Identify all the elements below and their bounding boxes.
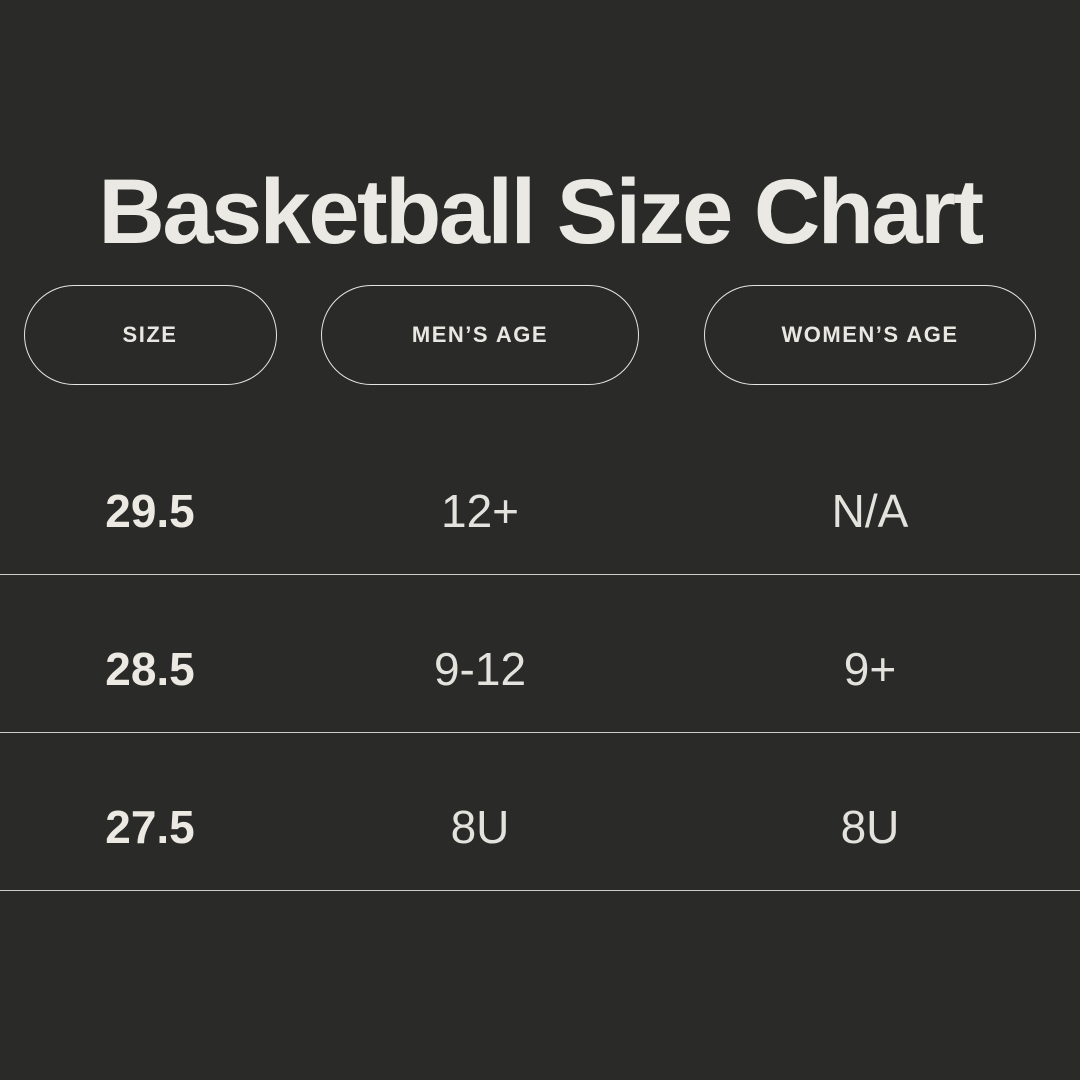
cell-womens-age: 9+ bbox=[843, 642, 897, 695]
table-row: 28.5 9-12 9+ bbox=[0, 575, 1080, 733]
cell-size: 27.5 bbox=[105, 800, 195, 853]
table-row: 27.5 8U 8U bbox=[0, 733, 1080, 891]
cell-mens-age: 12+ bbox=[440, 484, 520, 537]
cell-size: 29.5 bbox=[105, 484, 195, 537]
column-header-label-mens-age: MEN’S AGE bbox=[411, 322, 549, 347]
column-header-label-size: SIZE bbox=[122, 322, 178, 347]
cell-womens-age: N/A bbox=[831, 484, 909, 537]
cell-mens-age: 9-12 bbox=[433, 642, 527, 695]
table-header: SIZE MEN’S AGE WOMEN’S AGE bbox=[0, 285, 1080, 385]
table-row: 29.5 12+ N/A bbox=[0, 417, 1080, 575]
cell-mens-age: 8U bbox=[450, 800, 510, 853]
column-header-pill-size: SIZE bbox=[23, 285, 277, 385]
column-header-pill-mens-age: MEN’S AGE bbox=[321, 285, 639, 385]
column-header-label-womens-age: WOMEN’S AGE bbox=[781, 322, 959, 347]
table-body: 29.5 12+ N/A 28.5 9-12 9+ 27.5 8U 8U bbox=[0, 417, 1080, 891]
page-title: Basketball Size Chart bbox=[98, 160, 984, 263]
cell-size: 28.5 bbox=[105, 642, 195, 695]
cell-womens-age: 8U bbox=[840, 800, 900, 853]
column-header-pill-womens-age: WOMEN’S AGE bbox=[704, 285, 1036, 385]
